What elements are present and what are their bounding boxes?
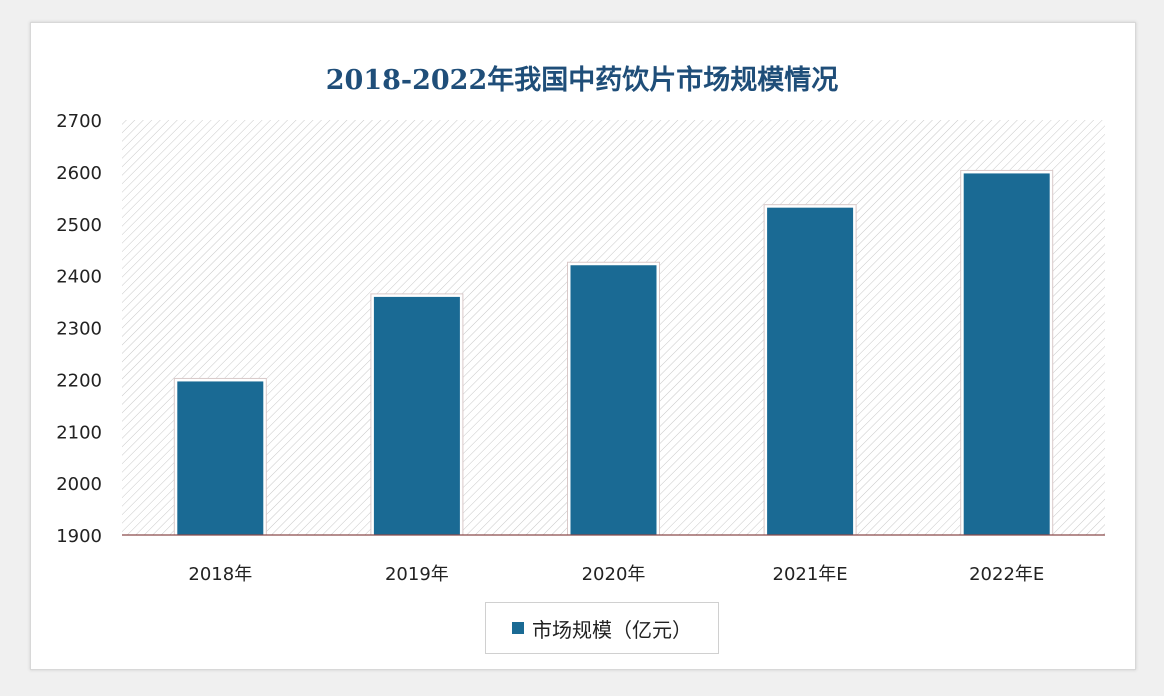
legend-swatch	[512, 622, 524, 634]
bar	[177, 381, 264, 535]
legend: 市场规模（亿元）	[485, 602, 719, 654]
x-tick-label: 2022年E	[969, 564, 1044, 585]
y-tick-label: 2400	[56, 267, 102, 288]
bar	[570, 265, 657, 535]
legend-label: 市场规模（亿元）	[532, 617, 692, 642]
x-tick-label: 2019年	[385, 564, 449, 585]
chart-title: 2018-2022年我国中药饮片市场规模情况	[325, 65, 839, 96]
y-tick-label: 2300	[56, 319, 102, 340]
x-tick-label: 2021年E	[773, 564, 848, 585]
y-tick-label: 1900	[56, 526, 102, 547]
x-tick-label: 2020年	[582, 564, 646, 585]
x-tick-label: 2018年	[188, 564, 252, 585]
y-tick-label: 2000	[56, 474, 102, 495]
bar	[963, 173, 1050, 535]
y-tick-label: 2700	[56, 111, 102, 132]
y-tick-label: 2500	[56, 215, 102, 236]
y-tick-label: 2600	[56, 163, 102, 184]
y-tick-label: 2100	[56, 422, 102, 443]
y-tick-label: 2200	[56, 370, 102, 391]
bar	[767, 207, 854, 535]
bar	[373, 296, 460, 535]
